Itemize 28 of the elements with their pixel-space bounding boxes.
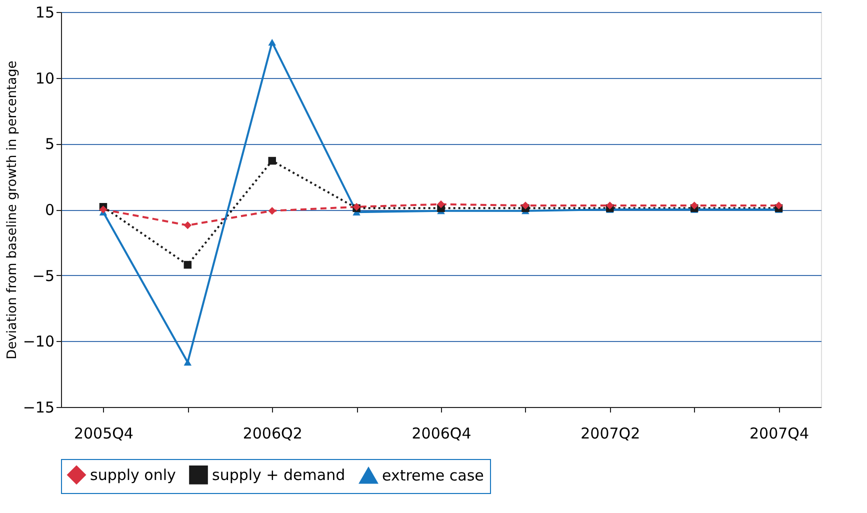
point [184, 358, 192, 366]
x-tick-label: 2006Q4 [412, 424, 472, 442]
legend-label: supply + demand [212, 466, 346, 484]
y-tick-label: 15 [35, 4, 54, 22]
y-tick-label: −5 [32, 266, 54, 285]
point [184, 260, 192, 269]
y-tick-label: 5 [44, 135, 54, 154]
point [437, 200, 445, 208]
point [184, 221, 192, 230]
y-tick-label: −15 [22, 398, 54, 416]
point [99, 206, 108, 214]
point [268, 206, 276, 215]
y-axis-title: Deviation from baseline growth in percentage [4, 60, 20, 360]
point [606, 202, 614, 210]
x-tick-label: 2007Q4 [750, 424, 810, 442]
point [268, 156, 276, 165]
legend-label: supply only [90, 466, 176, 484]
x-tick-label: 2007Q2 [580, 424, 640, 442]
point [268, 38, 276, 46]
point [690, 202, 698, 210]
legend-label: extreme case [382, 466, 484, 484]
y-tick-label: −10 [22, 332, 54, 351]
y-tick-label: 10 [35, 69, 54, 88]
x-tick-label: 2006Q2 [242, 424, 302, 442]
point [774, 202, 783, 210]
y-tick-label: 0 [44, 201, 54, 219]
point [522, 202, 530, 210]
x-tick-label: 2005Q4 [74, 424, 134, 442]
